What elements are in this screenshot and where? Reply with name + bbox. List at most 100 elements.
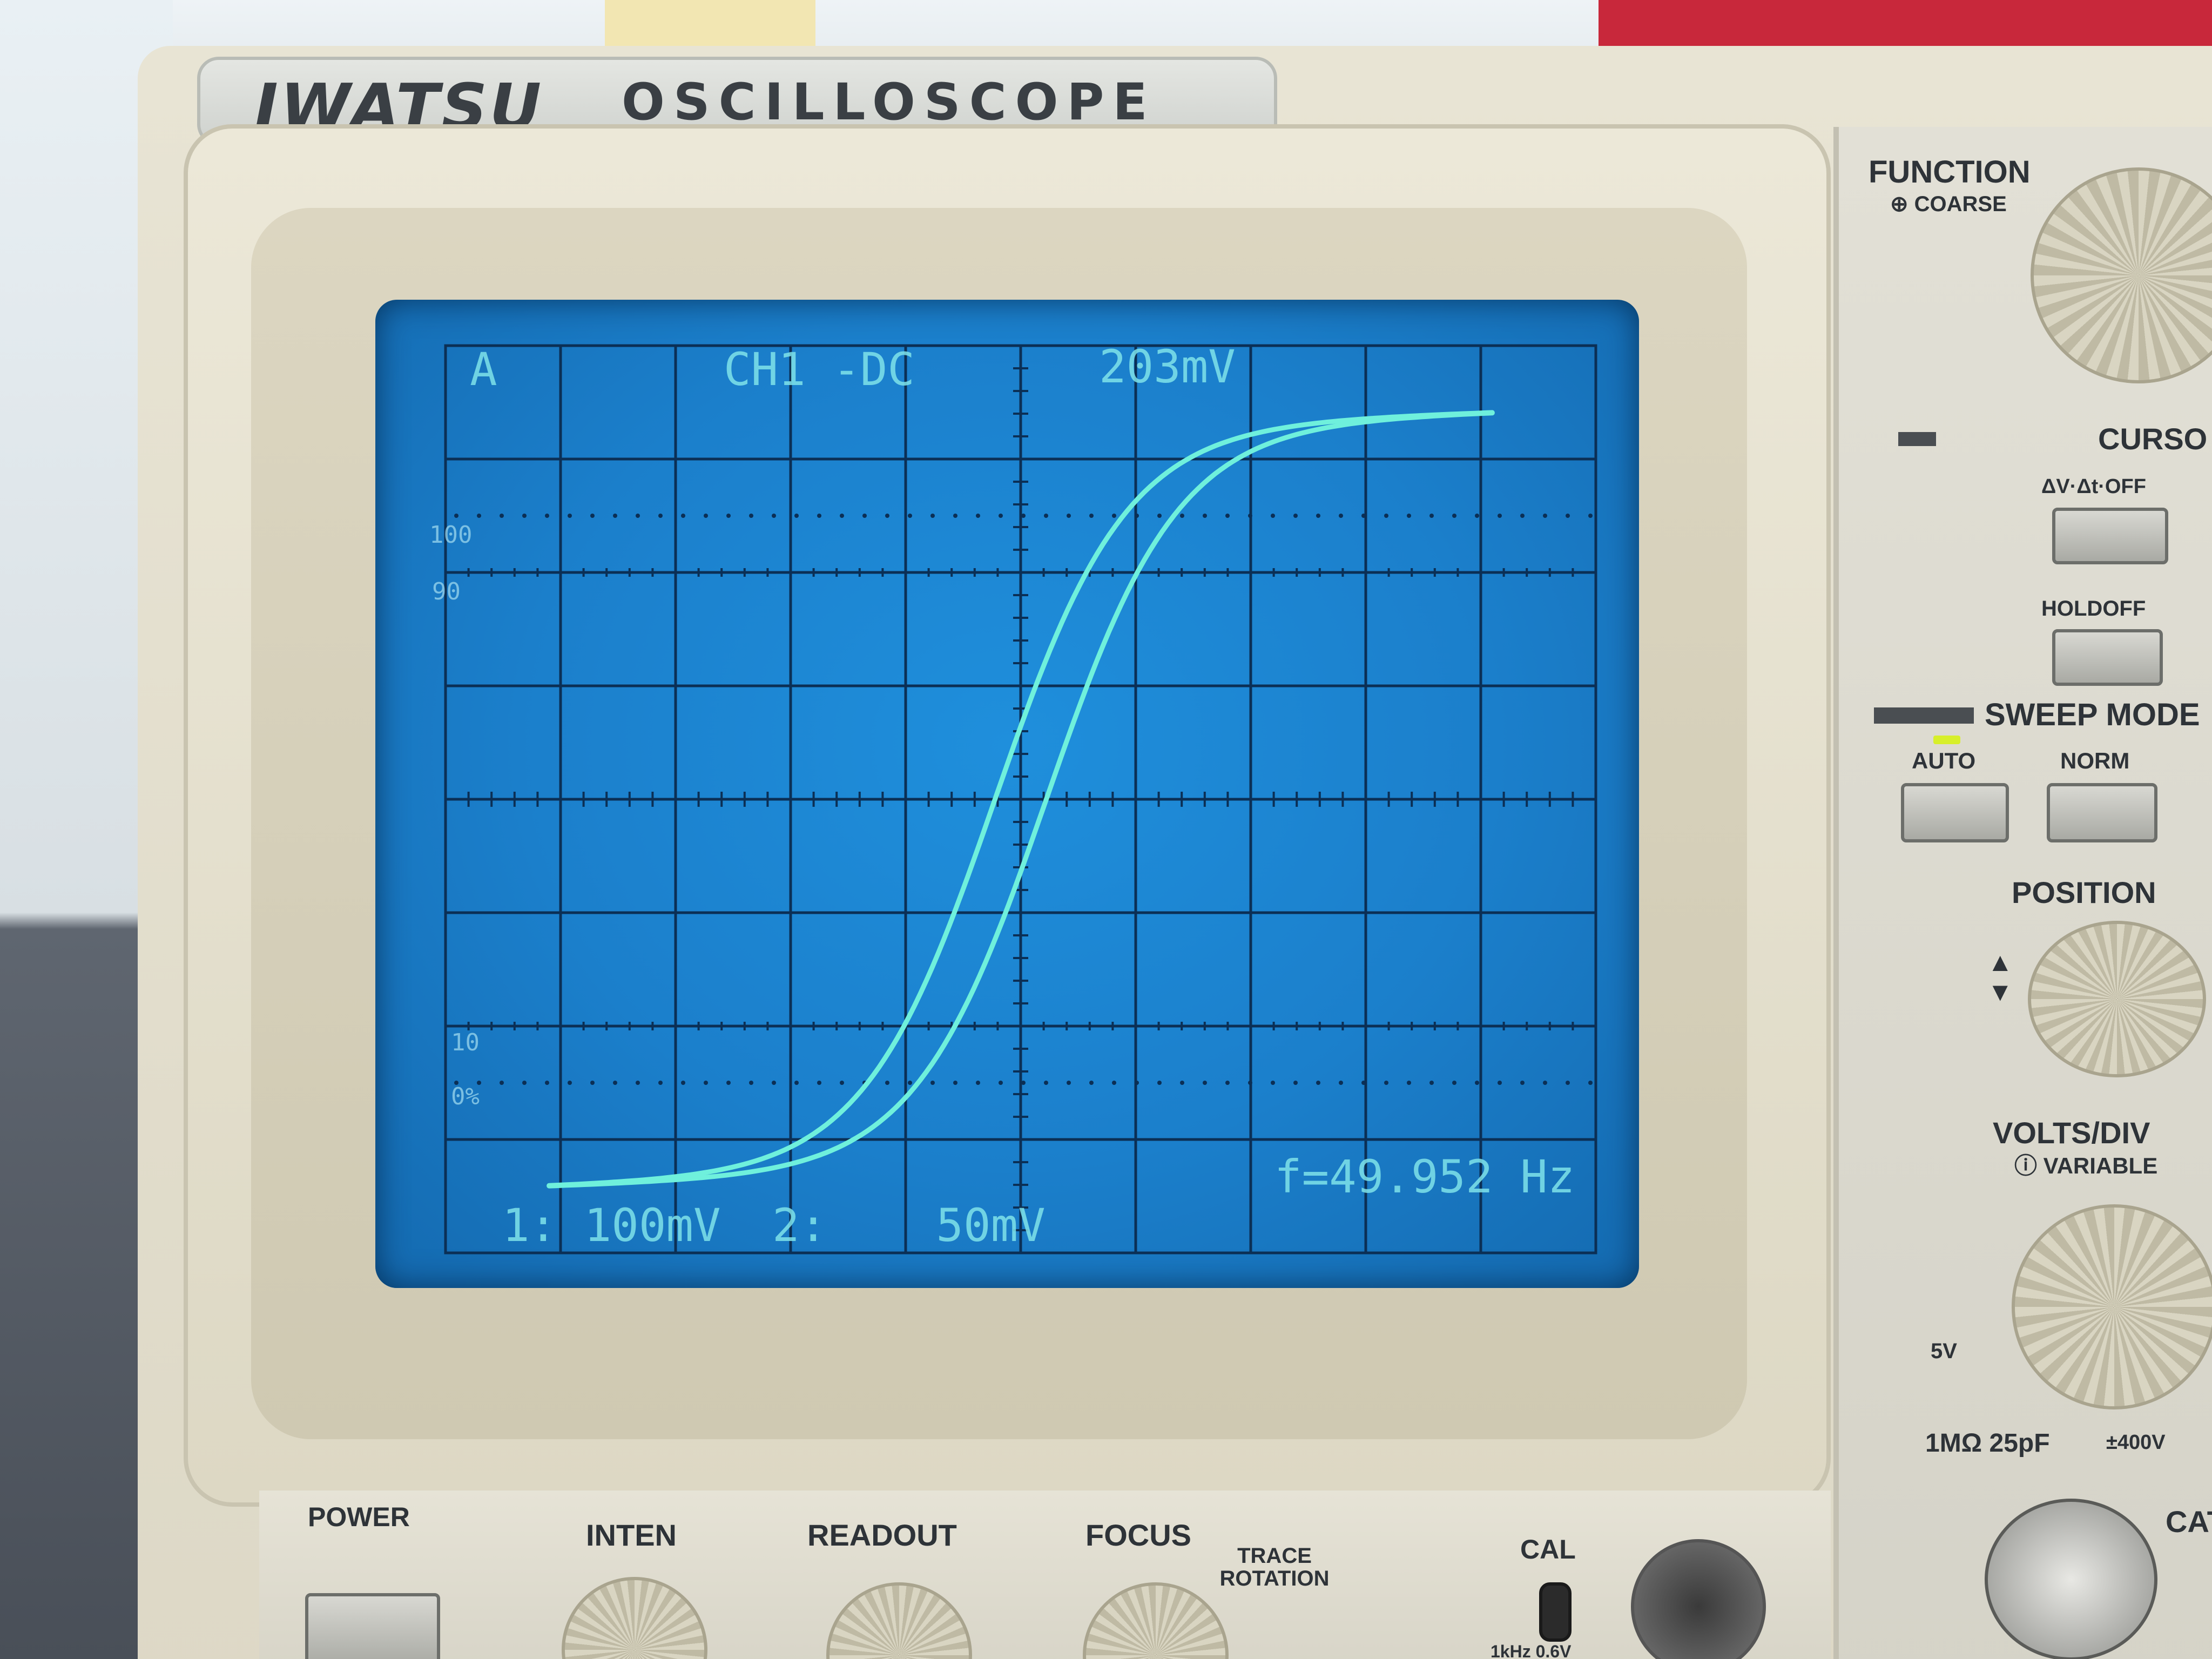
graticule-dot	[500, 1081, 504, 1085]
graticule-dot	[1157, 514, 1162, 518]
graticule-dot	[568, 514, 572, 518]
norm-button[interactable]	[2047, 783, 2157, 842]
variable-label: ⓘ VARIABLE	[2014, 1153, 2158, 1178]
cal-terminal[interactable]	[1539, 1582, 1572, 1642]
graticule-dot	[545, 514, 549, 518]
graticule-dot	[1248, 1081, 1252, 1085]
graticule-dot	[500, 514, 504, 518]
inten-label: INTEN	[586, 1518, 677, 1552]
graticule-dot	[1089, 1081, 1094, 1085]
graticule-dot	[726, 514, 731, 518]
graticule-dot	[1475, 514, 1479, 518]
graticule-dot	[1429, 1081, 1434, 1085]
graticule-dot	[817, 514, 821, 518]
graticule-dot	[1293, 514, 1298, 518]
graticule-dot	[636, 1081, 640, 1085]
graticule-dot	[1588, 1081, 1593, 1085]
graticule-dot	[454, 514, 458, 518]
graticule-dot	[930, 1081, 935, 1085]
bottom-control-strip	[259, 1491, 1831, 1659]
frequency-readout: f=49.952 Hz	[1274, 1150, 1575, 1203]
graticule-dot	[772, 1081, 776, 1085]
graticule-dot	[658, 1081, 663, 1085]
graticule-dot	[999, 514, 1003, 518]
graticule-dotted-lines	[454, 514, 1593, 1085]
graticule-dot	[1520, 514, 1525, 518]
screen-mode-indicator: A	[470, 343, 497, 396]
power-button[interactable]	[305, 1593, 440, 1659]
graticule-dot	[1543, 514, 1547, 518]
volts-div-knob[interactable]	[2012, 1204, 2212, 1410]
cursor-mode-button[interactable]	[2052, 508, 2168, 564]
graticule-dot	[1452, 514, 1456, 518]
graticule-dot	[1339, 1081, 1343, 1085]
readout-label: READOUT	[807, 1518, 957, 1552]
graticule-dot	[1498, 514, 1502, 518]
graticule-dot	[1293, 1081, 1298, 1085]
graticule-dot	[749, 1081, 753, 1085]
graticule-dot	[1407, 1081, 1411, 1085]
graticule-dot	[1135, 514, 1139, 518]
graticule-dot	[590, 1081, 595, 1085]
graticule-dot	[1520, 1081, 1525, 1085]
graticule-dot	[590, 514, 595, 518]
graticule-dot	[1316, 1081, 1320, 1085]
graticule-label-90: 90	[432, 578, 461, 605]
graticule-dot	[1089, 514, 1094, 518]
graticule-dot	[1248, 514, 1252, 518]
norm-label: NORM	[2060, 748, 2130, 773]
cursor-mode-label: ΔV·Δt·OFF	[2041, 475, 2146, 498]
bnc-input-connector[interactable]	[1985, 1499, 2157, 1659]
graticule-dot	[477, 1081, 481, 1085]
cal-label: CAL	[1520, 1534, 1576, 1564]
graticule-dot	[999, 1081, 1003, 1085]
graticule-dot	[1588, 514, 1593, 518]
graticule-and-trace	[444, 344, 1597, 1255]
graticule-dot	[908, 514, 912, 518]
graticule-dot	[454, 1081, 458, 1085]
graticule-dot	[908, 1081, 912, 1085]
cursor-label: CURSO	[2098, 422, 2208, 456]
graticule-dot	[726, 1081, 731, 1085]
graticule-dot	[1021, 514, 1026, 518]
trace-rotation-label: TRACE ROTATION	[1219, 1544, 1330, 1590]
graticule-dot	[681, 1081, 685, 1085]
graticule-dot	[976, 514, 980, 518]
graticule-dot	[658, 514, 663, 518]
graticule-dot	[862, 514, 867, 518]
auto-button[interactable]	[1901, 783, 2009, 842]
graticule-dot	[1475, 1081, 1479, 1085]
voltage-readout: 203mV	[1099, 340, 1236, 393]
graticule-dot	[840, 514, 844, 518]
graticule-dot	[704, 1081, 708, 1085]
graticule-dot	[613, 1081, 617, 1085]
graticule-dot	[840, 1081, 844, 1085]
graticule-dot	[1044, 1081, 1048, 1085]
graticule-dot	[1271, 1081, 1275, 1085]
graticule-dot	[1067, 514, 1071, 518]
position-knob[interactable]	[2028, 921, 2206, 1077]
five-volt-label: 5V	[1931, 1339, 1957, 1363]
graticule-dot	[817, 1081, 821, 1085]
ground-terminal[interactable]	[1631, 1539, 1766, 1659]
holdoff-button[interactable]	[2052, 629, 2163, 686]
graticule-dot	[522, 1081, 527, 1085]
cat-label: CAT	[2166, 1505, 2212, 1539]
graticule-dot	[1180, 1081, 1184, 1085]
graticule-dot	[1361, 1081, 1366, 1085]
graticule-dot	[1429, 514, 1434, 518]
ch2-scale-readout: 2: 50mV	[772, 1199, 1046, 1252]
sweep-mode-label: SWEEP MODE	[1985, 697, 2200, 732]
hysteresis-trace-upper	[547, 410, 1495, 1188]
function-label: FUNCTION	[1869, 154, 2031, 190]
graticule-dot	[636, 514, 640, 518]
function-knob[interactable]	[2031, 167, 2212, 383]
graticule-dot	[772, 514, 776, 518]
graticule-dot	[885, 514, 889, 518]
sweep-mode-bar	[1874, 707, 1974, 724]
graticule-dot	[794, 1081, 799, 1085]
graticule-dot	[1067, 1081, 1071, 1085]
graticule-dot	[1271, 514, 1275, 518]
graticule-dot	[568, 1081, 572, 1085]
position-label: POSITION	[2012, 875, 2156, 909]
